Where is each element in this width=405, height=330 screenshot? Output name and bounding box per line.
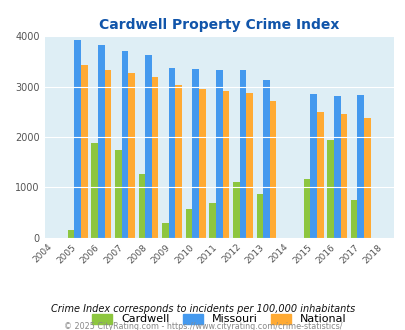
Bar: [168, 68, 175, 238]
Bar: [215, 70, 222, 238]
Bar: [68, 230, 74, 238]
Bar: [222, 91, 228, 238]
Bar: [269, 101, 276, 238]
Bar: [232, 182, 239, 238]
Text: Crime Index corresponds to incidents per 100,000 inhabitants: Crime Index corresponds to incidents per…: [51, 304, 354, 314]
Bar: [357, 95, 363, 238]
Bar: [309, 94, 316, 238]
Bar: [128, 73, 134, 238]
Bar: [91, 144, 98, 238]
Legend: Cardwell, Missouri, National: Cardwell, Missouri, National: [92, 314, 345, 324]
Bar: [121, 51, 128, 238]
Bar: [363, 118, 370, 238]
Bar: [192, 69, 198, 238]
Bar: [115, 149, 121, 238]
Bar: [262, 80, 269, 238]
Bar: [185, 210, 192, 238]
Bar: [303, 179, 309, 238]
Bar: [98, 45, 104, 238]
Bar: [340, 114, 346, 238]
Bar: [333, 96, 340, 238]
Bar: [326, 141, 333, 238]
Bar: [239, 70, 245, 238]
Bar: [162, 222, 168, 238]
Bar: [145, 55, 151, 238]
Bar: [151, 77, 158, 238]
Bar: [104, 70, 111, 238]
Title: Cardwell Property Crime Index: Cardwell Property Crime Index: [99, 18, 339, 32]
Bar: [138, 174, 145, 238]
Bar: [81, 65, 87, 238]
Text: © 2025 CityRating.com - https://www.cityrating.com/crime-statistics/: © 2025 CityRating.com - https://www.city…: [64, 321, 341, 330]
Bar: [256, 194, 262, 238]
Bar: [316, 112, 323, 238]
Bar: [245, 93, 252, 238]
Bar: [350, 200, 357, 238]
Bar: [198, 89, 205, 238]
Bar: [209, 203, 215, 238]
Bar: [74, 40, 81, 238]
Bar: [175, 85, 181, 238]
